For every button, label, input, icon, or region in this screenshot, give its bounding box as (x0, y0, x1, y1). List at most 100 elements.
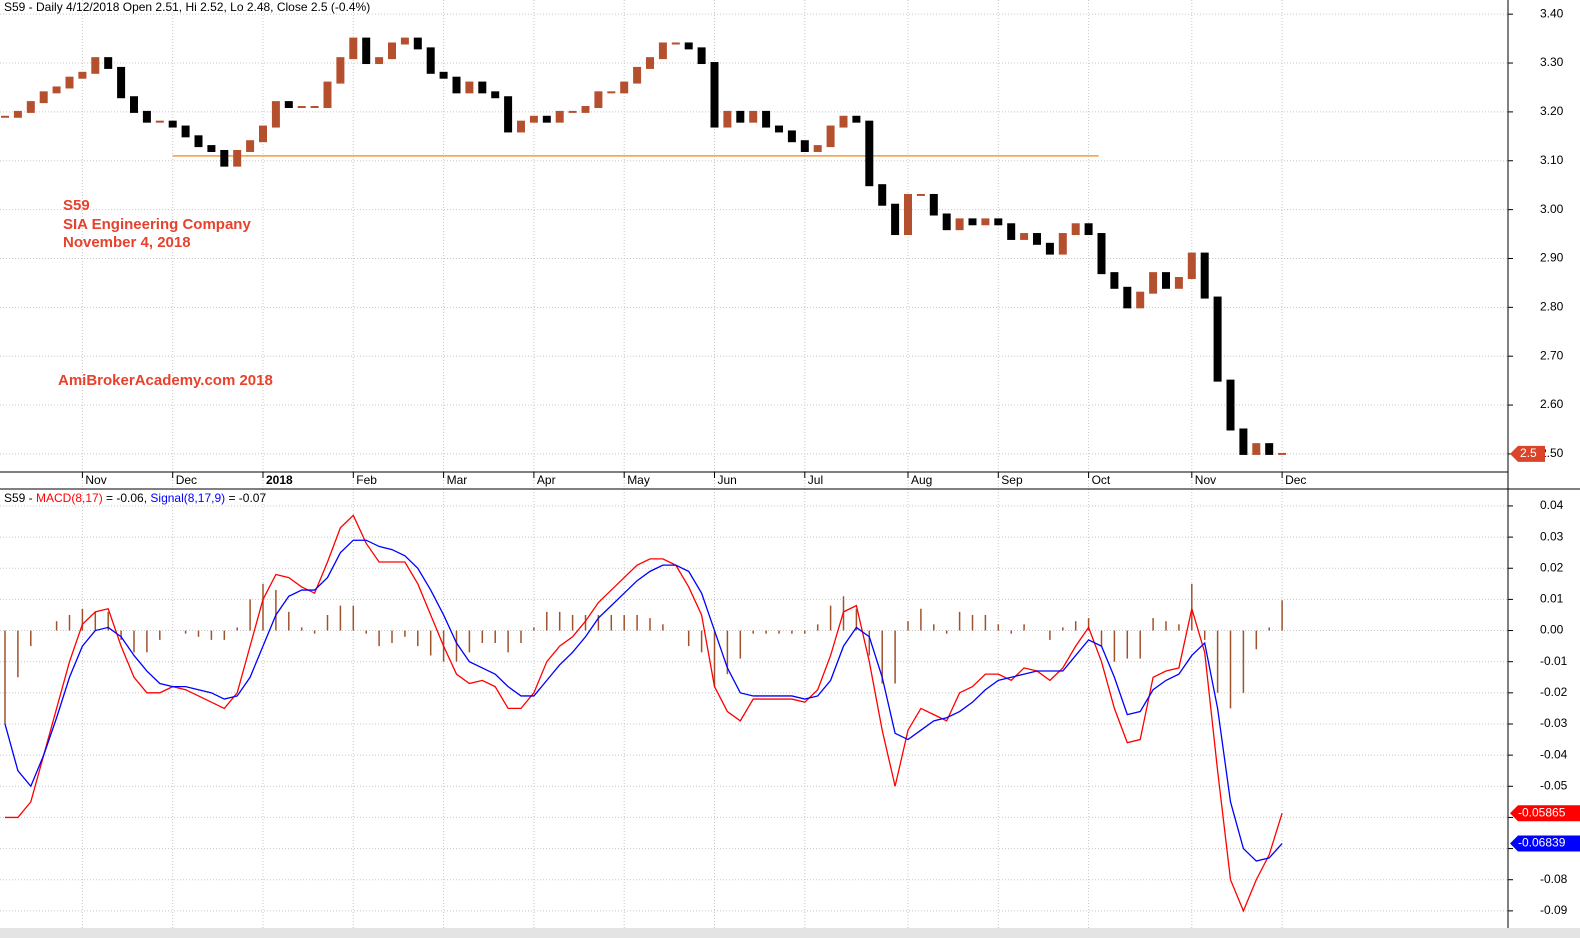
y-tick-label: 2.90 (1540, 251, 1564, 265)
candle (426, 47, 435, 74)
candle (78, 71, 87, 79)
value-tag-label: 2.5 (1520, 446, 1537, 460)
candle (762, 110, 771, 128)
candle (736, 110, 745, 123)
candle (1033, 233, 1041, 245)
candle (994, 218, 1003, 226)
x-tick-label: Oct (1092, 473, 1111, 487)
candle (207, 145, 216, 152)
x-tick-label: Sep (1001, 473, 1023, 487)
annotation: SIA Engineering Company (63, 216, 251, 233)
candle (104, 57, 113, 69)
candle (839, 115, 848, 128)
candle (955, 218, 964, 231)
candle (465, 81, 474, 94)
y-tick-label: -0.09 (1540, 903, 1568, 917)
title-prefix: S59 - (4, 491, 36, 505)
candle (52, 86, 61, 94)
y-tick-label: 2.50 (1540, 446, 1564, 460)
legend-value: = -0.07 (225, 491, 266, 505)
candle (297, 106, 306, 109)
candle (194, 135, 203, 148)
candle (439, 71, 448, 79)
candle (1149, 272, 1158, 294)
candle (233, 149, 242, 167)
x-tick-label: Jul (808, 473, 823, 487)
candle (749, 110, 758, 123)
candle (1252, 443, 1261, 455)
annotation: AmiBrokerAcademy.com 2018 (58, 372, 273, 389)
value-tag (1510, 805, 1580, 822)
candle (633, 66, 642, 84)
candle (723, 110, 732, 128)
x-tick-label: Feb (356, 473, 377, 487)
y-tick-label: 0.03 (1540, 529, 1564, 543)
candle (1213, 296, 1222, 382)
y-tick-label: 3.30 (1540, 55, 1564, 69)
legend-entry: MACD(8,17) (36, 491, 103, 505)
candle (362, 37, 371, 65)
y-tick-label: 0.02 (1540, 560, 1564, 574)
macd-line (5, 514, 1283, 913)
y-tick-label: 3.20 (1540, 104, 1564, 118)
annotation: November 4, 2018 (63, 234, 191, 251)
candle (452, 76, 461, 94)
x-tick-label: May (627, 473, 650, 487)
candle (594, 91, 603, 109)
macd-title: S59 - MACD(8,17) = -0.06, Signal(8,17,9)… (4, 491, 266, 505)
x-tick-label: Apr (537, 473, 556, 487)
candle (865, 120, 874, 187)
candle (65, 76, 74, 89)
value-tag-label: -0.05865 (1518, 805, 1566, 819)
candle (981, 218, 990, 226)
legend-value: = -0.06, (103, 491, 151, 505)
candle (658, 42, 667, 60)
value-tag (1510, 835, 1580, 852)
candle (388, 42, 396, 60)
candle (826, 125, 835, 148)
y-tick-label: 2.70 (1540, 348, 1564, 362)
candle (1174, 277, 1183, 289)
candle (568, 110, 577, 113)
candle (168, 120, 177, 128)
candle (142, 110, 151, 123)
candle (1007, 223, 1016, 240)
candle (775, 125, 783, 133)
y-tick-label: -0.08 (1540, 872, 1568, 886)
x-tick-label: Dec (1285, 473, 1306, 487)
candle (375, 57, 384, 65)
candle (1136, 291, 1145, 309)
y-tick-label: -0.03 (1540, 716, 1568, 730)
y-tick-label: -0.02 (1540, 685, 1568, 699)
candle (1187, 252, 1196, 280)
candle (1226, 379, 1235, 431)
candle (13, 110, 22, 118)
candle (349, 37, 358, 60)
candle (1, 115, 9, 118)
legend-entry: Signal(8,17,9) (150, 491, 225, 505)
marks-layer (1, 37, 1287, 913)
candle (607, 91, 616, 94)
x-tick-label: Nov (1195, 473, 1216, 487)
candle (1123, 286, 1132, 309)
candle (800, 140, 809, 152)
candle (26, 101, 35, 113)
candle (581, 106, 590, 113)
sheet-tabs (0, 928, 1580, 938)
y-tick-label: 0.01 (1540, 592, 1564, 606)
x-tick-label: Aug (911, 473, 932, 487)
candle (542, 115, 551, 123)
y-tick-label: -0.04 (1540, 747, 1568, 761)
candle (1110, 272, 1119, 289)
candle (504, 96, 513, 133)
y-tick-label: 3.10 (1540, 153, 1564, 167)
x-tick-label: Dec (176, 473, 197, 487)
y-tick-label: 0.04 (1540, 498, 1564, 512)
candle (478, 81, 487, 94)
y-tick-label: 3.00 (1540, 202, 1564, 216)
candle (684, 42, 693, 50)
candle (1084, 223, 1093, 236)
candle (130, 96, 138, 113)
candle (517, 120, 525, 133)
candle (336, 57, 345, 84)
